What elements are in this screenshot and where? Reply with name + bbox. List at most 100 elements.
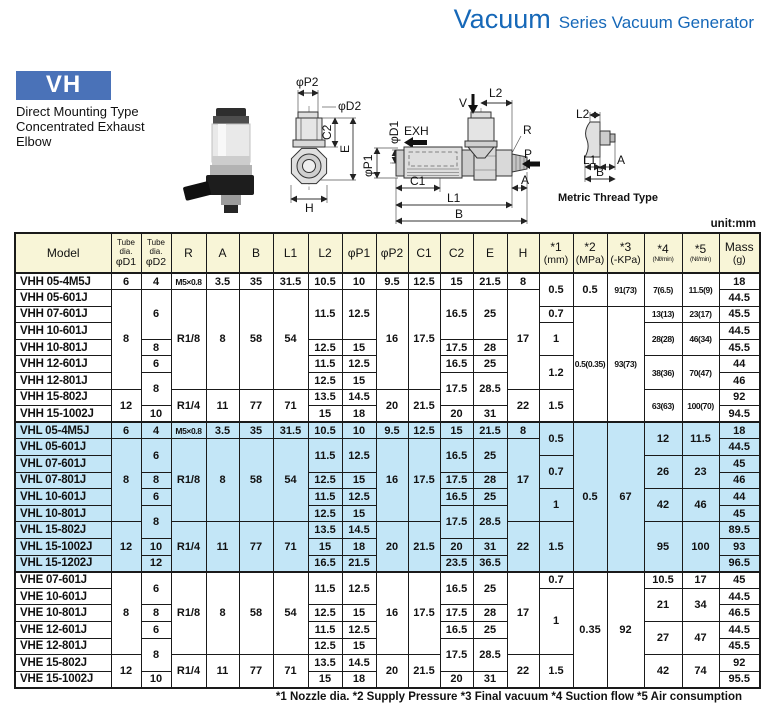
table-section-vhe: VHE 07-601J 8 6 R1/8 8 58 54 11.5 12.5 16 17.5 16.5…: [14, 570, 761, 689]
value-cell: 28.5: [472, 637, 508, 672]
value-cell: 36.5: [472, 554, 508, 573]
value-cell: 20: [375, 521, 409, 573]
column-header: L1: [272, 232, 309, 274]
table-row: VHL 15-1202J 12 16.5 21.5 23.5 36.5 96.5: [14, 554, 761, 573]
metric-thread-caption: Metric Thread Type: [558, 192, 658, 204]
value-cell: 63(63): [643, 388, 683, 423]
value-cell: 92: [606, 570, 645, 689]
value-cell: 28.5: [472, 372, 508, 407]
value-cell: 16: [375, 289, 409, 390]
value-cell: 89.5: [718, 521, 761, 539]
value-cell: 8: [140, 504, 172, 540]
value-cell: 13.5: [307, 521, 343, 539]
value-cell: 93(73): [606, 305, 645, 423]
value-cell: 34: [681, 587, 720, 622]
value-cell: 6: [140, 488, 172, 506]
column-header: H: [506, 232, 540, 274]
value-cell: 10: [341, 272, 377, 291]
value-cell: 47: [681, 620, 720, 656]
table-row: VHH 05-4M5J 6 4 M5×0.8 3.5 35 31.5 10.5 10 9.5 12.…: [14, 271, 761, 307]
value-cell: 15: [341, 604, 377, 622]
spec-table: Model Tube dia. φD1 Tube dia. φD2 R A B L1 L2 φP1 φ…: [14, 232, 761, 689]
model-cell: VHH 10-601J: [14, 322, 112, 340]
value-cell: 21.5: [341, 554, 377, 573]
value-cell: 16.5: [439, 488, 474, 506]
value-cell: 14.5: [341, 388, 377, 407]
value-cell: 14.5: [341, 654, 377, 672]
table-footnote: *1 Nozzle dia. *2 Supply Pressure *3 Fin…: [275, 691, 742, 703]
value-cell: 17.5: [439, 604, 474, 622]
value-cell: 0.5: [572, 271, 608, 307]
value-cell: 11: [205, 654, 240, 689]
value-cell: 1.5: [538, 388, 574, 423]
value-cell: 45: [718, 570, 761, 589]
value-cell: 21: [643, 587, 683, 622]
value-cell: 16.5: [439, 438, 474, 473]
table-row: VHE 15-1002J 10 15 18 20 31 95.5: [14, 670, 761, 689]
value-cell: 54: [272, 438, 309, 523]
value-cell: 15: [439, 272, 474, 291]
value-cell: 45.5: [718, 637, 761, 656]
metric-thread-view: L2 L1 A B Metric Thread Type: [558, 107, 658, 204]
model-cell: VHH 15-802J: [14, 388, 112, 407]
value-cell: 28: [472, 604, 508, 622]
value-cell: 8: [140, 604, 172, 622]
model-cell: VHH 12-601J: [14, 355, 112, 374]
dim-label-c1: C1: [410, 174, 426, 188]
column-header: C2: [439, 232, 474, 274]
value-cell: 12.5: [307, 604, 343, 622]
value-cell: 45: [718, 504, 761, 523]
table-row: VHH 12-601J 6 11.5 12.5 16.5 25 1.2 38(36) 70(47…: [14, 355, 761, 390]
value-cell: 17.5: [407, 570, 441, 656]
value-cell: 8: [506, 272, 540, 291]
value-cell: 7(6.5): [643, 271, 683, 307]
value-cell: 1.5: [538, 654, 574, 689]
value-cell: 8: [506, 421, 540, 440]
value-cell: 12.5: [341, 570, 377, 606]
value-cell: 0.7: [538, 570, 574, 589]
value-cell: 21.5: [472, 421, 508, 440]
value-cell: 42: [643, 488, 683, 523]
value-cell: 8: [110, 570, 142, 656]
value-cell: 25: [472, 620, 508, 639]
value-cell: 42: [643, 654, 683, 689]
series-description-line1: Direct Mounting Type: [16, 104, 139, 119]
value-cell: 25: [472, 488, 508, 506]
column-header: *2 (MPa): [572, 232, 608, 274]
value-cell: 12.5: [407, 421, 441, 440]
value-cell: 3.5: [205, 272, 240, 291]
value-cell: 11.5: [307, 438, 343, 473]
value-cell: 10.5: [307, 272, 343, 291]
value-cell: 92: [718, 654, 761, 672]
value-cell: 77: [238, 388, 274, 423]
value-cell: 0.7: [538, 455, 574, 490]
value-cell: 13.5: [307, 654, 343, 672]
value-cell: 22: [506, 388, 540, 423]
pressure-port-label: P: [524, 147, 532, 161]
value-cell: 35: [238, 421, 274, 440]
value-cell: 18: [341, 670, 377, 689]
vacuum-port-label: V: [459, 96, 467, 110]
dim-label-phi-p1: φP1: [361, 154, 375, 177]
value-cell: 15: [341, 372, 377, 390]
value-cell: 1: [538, 587, 574, 656]
value-cell: 28.5: [472, 504, 508, 540]
value-cell: 8: [140, 637, 172, 672]
value-cell: 16: [375, 570, 409, 656]
value-cell: 13(13): [643, 305, 683, 324]
value-cell: 12: [643, 421, 683, 457]
value-cell: 22: [506, 521, 540, 573]
series-description: Direct Mounting Type Concentrated Exhaus…: [16, 104, 145, 149]
value-cell: 0.5(0.35): [572, 305, 608, 423]
table-row: VHH 10-601J 1 28(28) 46(34) 44.5: [14, 322, 761, 357]
value-cell: 71: [272, 654, 309, 689]
value-cell: 8: [205, 289, 240, 390]
table-section-vhl: VHL 05-4M5J 6 4 M5×0.8 3.5 35 31.5 10.5 10 9.5 12.…: [14, 421, 761, 573]
column-header: Tube dia. φD1: [110, 232, 142, 274]
dim-label-metric-b: B: [596, 165, 604, 179]
value-cell: 11.5: [681, 421, 720, 457]
value-cell: 1: [538, 488, 574, 523]
table-row: VHL 15-1002J 10 15 18 20 31 93: [14, 538, 761, 556]
series-description-line3: Elbow: [16, 134, 52, 149]
